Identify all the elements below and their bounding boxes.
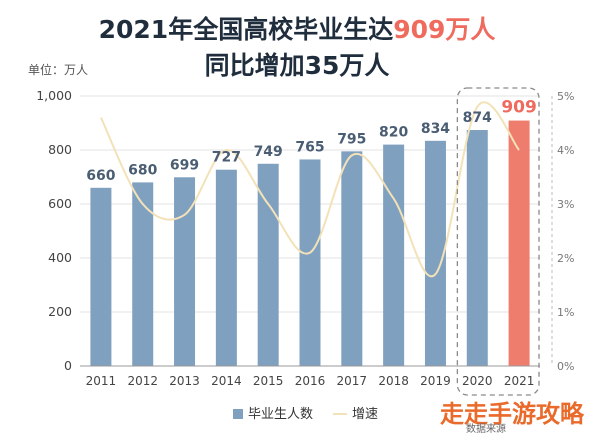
watermark-text: 走走手游攻略	[440, 400, 585, 428]
y-left-tick-400: 400	[48, 250, 72, 265]
bar-value-label-2018: 820	[379, 125, 408, 141]
y-right-tick-5: 5%	[557, 90, 574, 103]
bar-series	[90, 120, 530, 366]
growth-line	[100, 101, 520, 278]
highlight-box	[456, 87, 540, 396]
x-tick-2019: 2019	[420, 374, 451, 388]
bar-2019	[424, 140, 446, 366]
x-axis: 2011 2012 2013 2014 2015 2016 2017 2018 2019 2020…	[80, 365, 540, 388]
growth-line-series	[100, 101, 520, 278]
x-tick-2015: 2015	[253, 374, 284, 388]
y-left-tick-800: 800	[48, 142, 72, 157]
bar-value-label-2017: 795	[337, 131, 366, 147]
bar-value-label-2019: 834	[421, 121, 450, 137]
x-tick-2011: 2011	[86, 374, 117, 388]
bar-value-label-2016: 765	[295, 139, 324, 155]
y-right-tick-4: 4%	[557, 144, 574, 157]
bar-value-label-2013: 699	[170, 157, 199, 173]
bar-2021	[508, 120, 530, 366]
left-axis: 0 200 400 600 800 1,000	[36, 88, 72, 373]
bar-2018	[383, 144, 405, 366]
bar-2016	[299, 159, 321, 366]
legend-bar-label: 毕业生人数	[248, 407, 313, 422]
y-right-tick-1: 1%	[557, 306, 574, 319]
legend: 毕业生人数 增速	[233, 407, 378, 422]
x-tick-2018: 2018	[378, 374, 409, 388]
y-right-tick-3: 3%	[557, 198, 574, 211]
y-left-tick-200: 200	[48, 304, 72, 319]
watermark-sub-text: 数据来源	[466, 422, 506, 435]
x-tick-2021: 2021	[504, 374, 535, 388]
bar-2011	[90, 187, 112, 366]
bar-2015	[257, 163, 279, 366]
x-tick-2020: 2020	[462, 374, 493, 388]
unit-label: 单位：万人	[28, 62, 88, 77]
x-tick-2012: 2012	[127, 374, 158, 388]
bar-value-label-2012: 680	[128, 162, 157, 178]
legend-bar-swatch	[233, 409, 243, 419]
bar-2012	[132, 182, 154, 366]
bar-value-labels: 660 680 699 727 749 765 795 820 834 874 909	[86, 98, 537, 184]
y-right-tick-2: 2%	[557, 252, 574, 265]
y-left-tick-0: 0	[64, 358, 72, 373]
x-tick-2014: 2014	[211, 374, 242, 388]
chart-title-line1: 2021年全国高校毕业生达909万人	[99, 15, 496, 44]
title-prefix: 2021年全国高校毕业生达	[99, 15, 394, 44]
bar-value-label-2020: 874	[463, 110, 492, 126]
bar-value-label-2014: 727	[212, 150, 241, 166]
chart-title-line2: 同比增加35万人	[205, 51, 390, 80]
y-left-tick-1000: 1,000	[36, 88, 72, 103]
bar-2017	[341, 151, 363, 366]
bar-2020	[466, 130, 488, 366]
legend-line-label: 增速	[352, 407, 378, 422]
watermark: 走走手游攻略 数据来源	[440, 400, 585, 435]
title-highlight: 909万人	[393, 15, 495, 44]
x-tick-2017: 2017	[337, 374, 368, 388]
bar-value-label-2011: 660	[86, 168, 115, 184]
right-axis: 0% 1% 2% 3% 4% 5%	[551, 90, 574, 373]
bar-value-label-2015: 749	[254, 144, 283, 160]
y-right-tick-0: 0%	[557, 360, 574, 373]
bar-value-label-2021: 909	[501, 98, 537, 118]
y-left-tick-600: 600	[48, 196, 72, 211]
x-tick-2016: 2016	[295, 374, 326, 388]
bar-2013	[174, 177, 196, 366]
x-tick-2013: 2013	[169, 374, 200, 388]
bar-2014	[215, 169, 237, 366]
